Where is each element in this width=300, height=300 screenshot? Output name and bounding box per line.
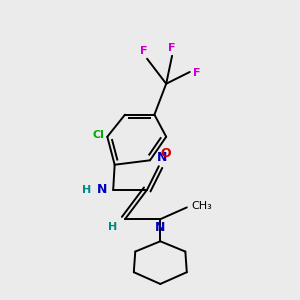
Text: F: F bbox=[168, 43, 176, 53]
Text: N: N bbox=[158, 151, 168, 164]
Text: F: F bbox=[140, 46, 148, 56]
Text: H: H bbox=[82, 185, 91, 195]
Text: Cl: Cl bbox=[92, 130, 104, 140]
Text: CH₃: CH₃ bbox=[191, 201, 212, 211]
Text: F: F bbox=[193, 68, 200, 78]
Text: N: N bbox=[155, 221, 166, 234]
Text: H: H bbox=[108, 222, 118, 232]
Text: N: N bbox=[97, 183, 107, 196]
Text: O: O bbox=[160, 147, 171, 160]
